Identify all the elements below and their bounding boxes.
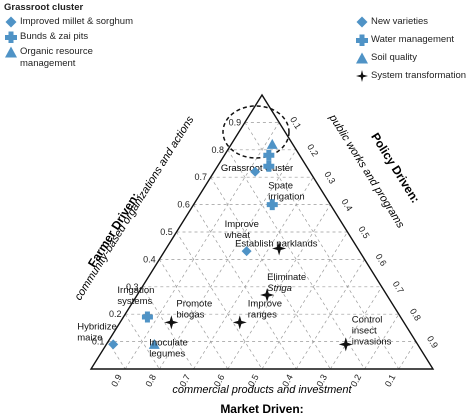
grassroot-cluster-label: Grassroot cluster — [221, 163, 293, 174]
point-label: Inoculate — [149, 337, 188, 348]
grid-line — [261, 231, 348, 370]
grid-line — [227, 204, 331, 370]
tick-label: 0.9 — [109, 373, 124, 389]
triangle-marker — [148, 338, 160, 349]
cross-marker — [263, 149, 275, 161]
star-marker — [232, 315, 247, 330]
point-label: Promote — [176, 298, 212, 309]
grid-line — [193, 204, 297, 370]
tick-label: 0.8 — [143, 373, 158, 389]
grid-line — [124, 122, 280, 370]
star-marker — [272, 241, 287, 256]
tick-label: 0.7 — [194, 172, 207, 182]
grid-line — [227, 149, 365, 370]
cross-marker — [266, 199, 278, 211]
cross-marker — [141, 311, 153, 323]
point-label: Hybridize — [77, 321, 117, 332]
grassroot-cluster-circle — [222, 105, 290, 159]
point-label: biogas — [176, 309, 204, 320]
market-axis-subtitle: commercial products and investment — [172, 384, 352, 396]
tick-label: 0.5 — [160, 227, 173, 237]
grid-line — [124, 314, 160, 370]
legend-label: New varieties — [371, 16, 429, 27]
point-label: Establish parklands — [235, 238, 318, 249]
point-label: ranges — [248, 309, 277, 320]
tick-label: 0.8 — [212, 145, 225, 155]
cross-marker — [263, 160, 275, 172]
cross-icon — [356, 34, 368, 46]
legend-label: Soil quality — [371, 52, 417, 63]
diamond-icon — [5, 16, 17, 28]
grid-line — [210, 177, 331, 370]
tick-label: 0.6 — [374, 252, 389, 268]
point-label: wheat — [224, 230, 251, 241]
tick-label: 0.9 — [425, 334, 440, 350]
legend-label: Improved millet & sorghum — [20, 16, 133, 27]
triangle-icon — [356, 52, 368, 64]
tick-label: 0.9 — [229, 117, 242, 127]
point-label: maize — [77, 332, 102, 343]
tick-label: 0.2 — [305, 142, 320, 158]
point-label: legumes — [149, 348, 185, 359]
diamond-icon — [356, 16, 368, 28]
grid-line — [364, 314, 400, 370]
tick-label: 0.1 — [288, 115, 303, 131]
tick-label: 0.3 — [322, 170, 337, 186]
grid-line — [176, 231, 263, 370]
legend-title: Grassroot cluster — [4, 2, 84, 13]
cross-icon — [5, 31, 17, 43]
grid-line — [159, 149, 297, 370]
triangle-outline — [89, 93, 435, 370]
legend-label-line2: management — [20, 58, 76, 69]
market-axis-title: Market Driven: — [220, 402, 303, 416]
grid-line — [142, 286, 194, 370]
tick-label: 0.1 — [383, 373, 398, 389]
tick-label: 0.4 — [143, 254, 156, 264]
point-label: Improve — [248, 298, 282, 309]
point-label: Control — [352, 314, 383, 325]
point-label: Spate — [268, 181, 293, 192]
tick-label: 0.8 — [408, 307, 423, 323]
triangle-icon — [5, 46, 17, 58]
star-marker — [338, 337, 353, 352]
tick-label: 0.6 — [177, 200, 190, 210]
star-marker — [164, 315, 179, 330]
grid-line — [330, 286, 382, 370]
diamond-marker — [250, 166, 261, 177]
tick-label: 0.3 — [126, 282, 139, 292]
grid-line — [398, 341, 417, 370]
point-label: Irrigation — [117, 285, 154, 296]
tick-label: 0.1 — [92, 337, 105, 347]
point-label: Striga — [267, 283, 292, 294]
legend-label: Water management — [371, 34, 455, 45]
grid-line — [107, 341, 126, 370]
legend-label: Organic resource — [20, 46, 93, 57]
grid-line — [193, 177, 314, 370]
star-icon — [356, 70, 368, 82]
point-label: irrigation — [268, 192, 304, 203]
point-label: systems — [117, 296, 152, 307]
tick-label: 0.4 — [339, 197, 354, 213]
triangle-marker — [266, 138, 278, 149]
point-label: invasions — [352, 336, 392, 347]
point-label: insect — [352, 325, 377, 336]
diamond-marker — [108, 339, 119, 350]
point-label: Eliminate — [267, 272, 306, 283]
tick-label: 0.5 — [356, 224, 371, 240]
legend-label: Bunds & zai pits — [20, 31, 89, 42]
star-marker — [260, 288, 275, 303]
legend-label: System transformation — [371, 70, 467, 81]
tick-label: 0.2 — [109, 309, 122, 319]
tick-label: 0.7 — [391, 279, 406, 295]
diamond-marker — [241, 246, 252, 257]
point-label: Improve — [225, 219, 259, 230]
